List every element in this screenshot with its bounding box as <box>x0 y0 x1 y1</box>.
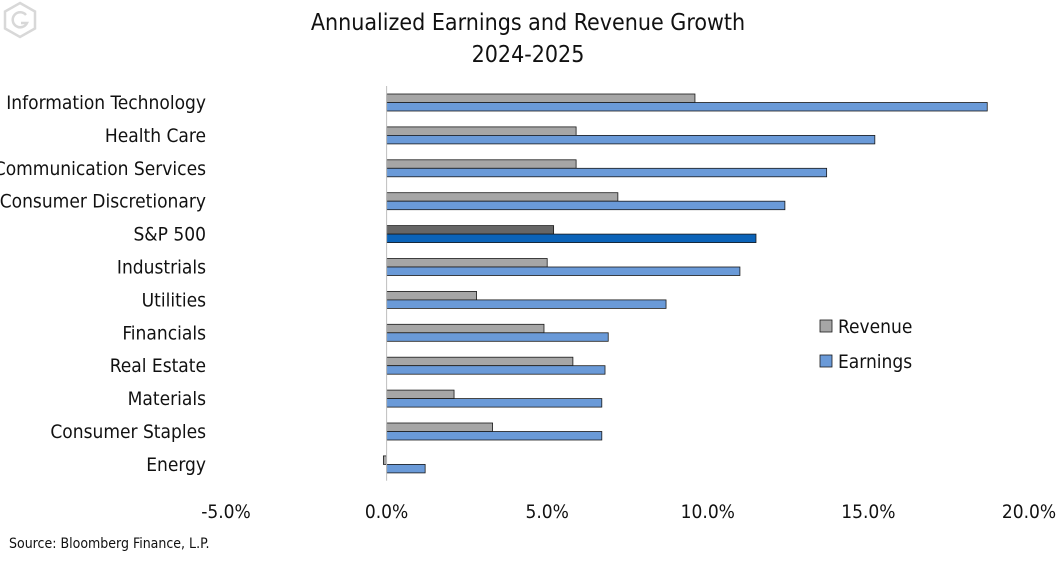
earnings-bar <box>386 266 741 276</box>
x-tick-label: 20.0% <box>1002 501 1056 523</box>
x-tick-label: 15.0% <box>841 501 895 523</box>
revenue-bar <box>386 422 493 432</box>
earnings-bar <box>386 233 757 244</box>
earnings-bar <box>386 102 988 112</box>
revenue-bar <box>386 225 555 235</box>
revenue-bar <box>386 258 548 268</box>
category-label: Information Technology <box>6 92 206 114</box>
category-label: Financials <box>122 322 206 344</box>
earnings-bar <box>386 398 603 408</box>
earnings-bar <box>386 167 828 178</box>
revenue-bar <box>386 389 455 400</box>
revenue-bar <box>386 159 577 169</box>
category-label: Communication Services <box>0 158 206 180</box>
earnings-bar <box>386 431 603 441</box>
chart-title: Annualized Earnings and Revenue Growth <box>311 10 745 36</box>
earnings-bar <box>386 365 606 375</box>
x-tick-label: -5.0% <box>201 501 251 523</box>
earnings-bar <box>386 332 609 342</box>
category-label: Energy <box>146 454 206 476</box>
revenue-bar <box>386 93 696 103</box>
earnings-bar <box>386 299 667 309</box>
category-label: Industrials <box>117 257 206 279</box>
category-label: Consumer Staples <box>50 421 206 443</box>
earnings-bar <box>386 200 786 211</box>
legend: Revenue Earnings <box>819 316 912 373</box>
g-hexagon-logo-icon <box>3 1 37 39</box>
earnings-bar <box>386 134 876 145</box>
revenue-bar <box>386 323 545 334</box>
category-label: Real Estate <box>110 355 206 377</box>
x-tick-label: 0.0% <box>365 501 408 523</box>
revenue-bar <box>386 126 577 136</box>
category-label: Consumer Discretionary <box>0 191 206 213</box>
earnings-bar <box>386 463 426 474</box>
earnings-legend-swatch <box>819 354 833 368</box>
revenue-legend-swatch <box>819 319 833 333</box>
x-tick-label: 10.0% <box>681 501 735 523</box>
chart-subtitle: 2024-2025 <box>472 42 585 68</box>
category-label: Health Care <box>105 125 206 147</box>
category-label: Utilities <box>142 289 206 311</box>
x-tick-label: 5.0% <box>525 501 568 523</box>
revenue-bar <box>386 290 477 301</box>
source-note: Source: Bloomberg Finance, L.P. <box>9 536 209 552</box>
revenue-bar <box>386 192 619 202</box>
revenue-bar <box>386 356 574 367</box>
category-label: Materials <box>128 388 206 410</box>
revenue-legend-label: Revenue <box>838 316 912 338</box>
earnings-legend-label: Earnings <box>838 351 912 373</box>
category-label: S&P 500 <box>133 224 206 246</box>
